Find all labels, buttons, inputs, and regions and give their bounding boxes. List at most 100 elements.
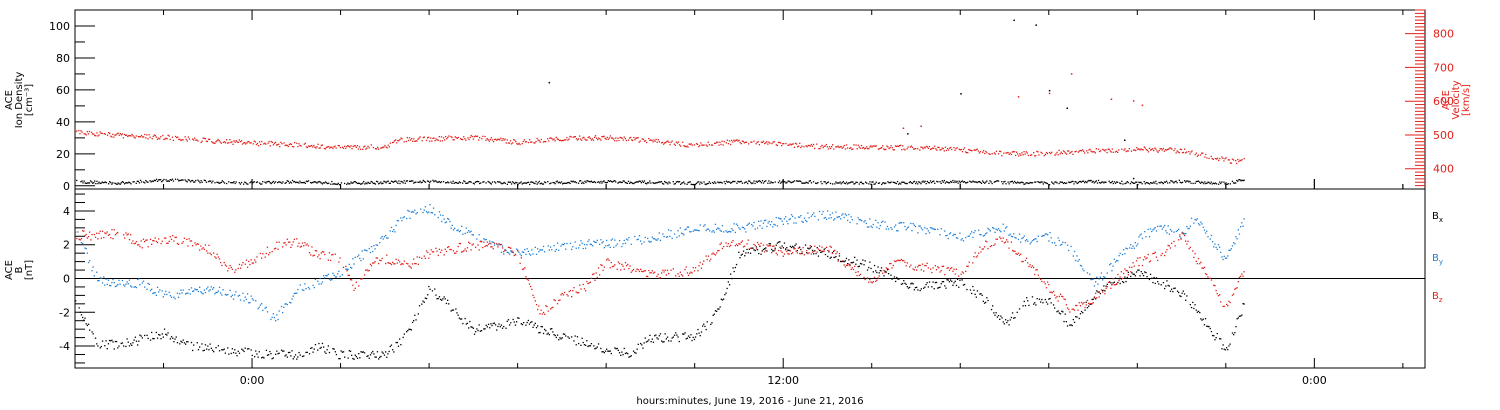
data-point	[277, 144, 279, 146]
data-point	[800, 215, 802, 217]
data-point	[1015, 237, 1017, 239]
data-point	[92, 182, 94, 184]
data-point	[938, 146, 940, 149]
data-point	[1035, 155, 1037, 157]
data-point	[438, 136, 440, 138]
axis-label-line: [km/s]	[1461, 84, 1472, 116]
data-point	[883, 182, 885, 184]
data-point	[890, 227, 892, 229]
data-point	[1179, 295, 1181, 297]
data-point	[186, 292, 188, 294]
data-point	[1111, 180, 1113, 183]
data-point	[189, 240, 191, 242]
data-point	[641, 344, 643, 346]
data-point	[381, 351, 383, 353]
data-point	[89, 260, 91, 262]
data-point	[1128, 266, 1131, 268]
data-point	[922, 180, 924, 182]
data-point	[1194, 304, 1196, 306]
data-point	[979, 246, 981, 248]
data-point	[169, 179, 171, 181]
data-point	[405, 140, 407, 143]
data-point	[797, 247, 800, 249]
data-point	[339, 275, 341, 278]
data-point	[1098, 291, 1100, 293]
data-point	[811, 214, 814, 216]
data-point	[1187, 180, 1189, 182]
data-point	[211, 182, 213, 184]
data-point	[129, 135, 131, 137]
data-point	[738, 243, 740, 245]
data-point	[496, 139, 498, 141]
data-point	[589, 181, 591, 183]
data-point	[544, 313, 546, 315]
data-point	[877, 222, 879, 224]
data-point	[701, 182, 703, 184]
data-point	[1043, 181, 1045, 183]
data-point	[601, 136, 603, 138]
data-point	[954, 149, 956, 151]
data-point	[1193, 256, 1195, 259]
data-point	[375, 180, 378, 182]
data-point	[125, 345, 127, 348]
data-point	[956, 237, 959, 239]
data-point	[823, 248, 825, 250]
data-point	[103, 181, 105, 184]
data-point	[159, 138, 161, 140]
data-point	[112, 133, 114, 135]
data-point	[1070, 151, 1072, 154]
data-point	[1235, 160, 1237, 162]
data-point	[747, 252, 749, 254]
data-point	[955, 148, 957, 150]
data-point	[1076, 304, 1078, 307]
data-point	[824, 253, 827, 256]
data-point	[469, 320, 471, 323]
data-point	[114, 182, 116, 184]
data-point	[490, 246, 492, 248]
data-point	[739, 228, 741, 230]
data-point	[1025, 182, 1027, 184]
data-point	[835, 253, 837, 255]
data-point	[578, 292, 580, 294]
data-point	[555, 136, 557, 138]
data-point	[1151, 277, 1153, 279]
data-point	[517, 317, 519, 319]
data-point	[1063, 320, 1065, 323]
data-point	[844, 266, 846, 268]
data-point	[1024, 153, 1026, 155]
data-point	[167, 180, 169, 182]
data-point	[893, 260, 896, 262]
data-point	[87, 133, 90, 135]
data-point	[570, 180, 572, 182]
data-point	[542, 332, 545, 335]
data-point	[366, 269, 368, 271]
data-point	[939, 234, 941, 236]
data-point	[92, 133, 94, 135]
data-point	[973, 256, 975, 258]
data-point	[636, 137, 638, 139]
data-point	[557, 182, 559, 184]
data-point	[172, 337, 174, 339]
data-point	[1121, 180, 1123, 182]
data-point	[247, 183, 249, 185]
data-point	[1003, 181, 1005, 183]
data-point	[250, 259, 252, 261]
data-point	[695, 182, 698, 184]
ion-density-series	[76, 19, 1245, 186]
data-point	[1208, 157, 1210, 160]
data-point	[452, 250, 455, 252]
data-point	[865, 181, 867, 183]
data-point	[382, 352, 384, 354]
data-point	[1156, 183, 1158, 185]
data-point	[954, 273, 956, 275]
data-point	[228, 353, 230, 355]
data-point	[837, 182, 839, 184]
magnetic-field-label: ACE B [nT]	[4, 260, 35, 280]
data-point	[669, 143, 671, 146]
data-point	[1159, 148, 1161, 150]
data-point	[614, 239, 616, 241]
data-point	[852, 148, 854, 150]
data-point	[930, 181, 933, 184]
data-point	[228, 142, 230, 144]
data-point	[1125, 150, 1127, 153]
